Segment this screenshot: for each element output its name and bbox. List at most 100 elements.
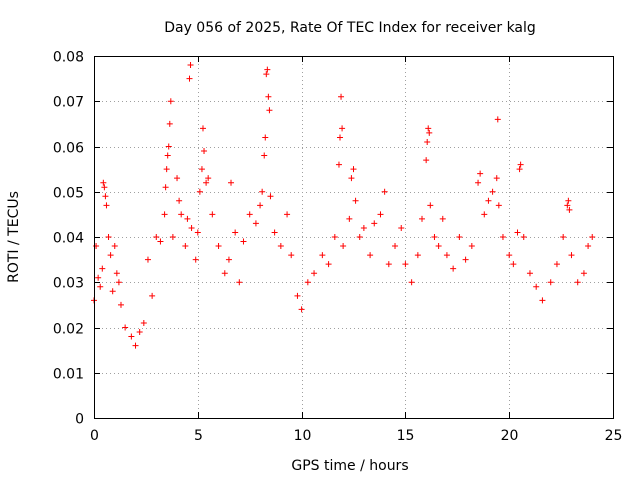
data-point [267, 193, 274, 200]
data-point [568, 252, 575, 259]
data-point [252, 220, 259, 227]
data-point [516, 166, 523, 173]
data-point [346, 215, 353, 222]
data-point [165, 143, 172, 150]
data-point [102, 193, 109, 200]
data-point [225, 256, 232, 263]
y-tick-label: 0.03 [53, 276, 84, 292]
y-tick-label: 0.02 [53, 322, 84, 338]
data-point [153, 234, 160, 240]
data-point [356, 234, 363, 240]
data-point [157, 238, 164, 245]
data-point [414, 252, 421, 259]
data-point [95, 274, 102, 281]
data-point [97, 283, 104, 290]
data-point [115, 279, 122, 286]
data-point [585, 243, 592, 250]
data-point [489, 188, 496, 195]
y-tick-label: 0.01 [53, 367, 84, 383]
data-point [439, 215, 446, 222]
data-point [517, 161, 524, 168]
data-point [277, 243, 284, 250]
data-point [228, 179, 235, 186]
data-point [93, 243, 100, 250]
data-point [100, 179, 107, 186]
data-point [176, 197, 183, 204]
data-point [338, 93, 345, 100]
data-point [402, 261, 409, 268]
data-point [304, 279, 311, 286]
data-point [271, 229, 278, 236]
data-point [427, 202, 434, 209]
x-tick-label: 0 [90, 428, 99, 444]
data-point [450, 265, 457, 272]
data-point [149, 292, 156, 299]
data-point [392, 243, 399, 250]
data-point [560, 234, 567, 240]
data-point [194, 229, 201, 236]
y-tick-label: 0.04 [53, 231, 84, 247]
y-tick-label: 0.08 [53, 50, 84, 66]
data-point [117, 301, 124, 308]
data-point [201, 148, 208, 155]
data-point [187, 62, 194, 69]
data-point [566, 206, 573, 213]
data-point [164, 152, 171, 159]
data-point [481, 211, 488, 218]
data-point [371, 220, 378, 227]
data-point [288, 252, 295, 259]
data-point [192, 256, 199, 263]
data-point [319, 252, 326, 259]
data-point [109, 288, 116, 295]
data-point [132, 342, 139, 349]
data-point [196, 188, 203, 195]
y-tick-label: 0.05 [53, 186, 84, 202]
data-point [398, 224, 405, 231]
data-point [325, 261, 332, 268]
data-point [426, 129, 433, 136]
y-tick-label: 0 [75, 412, 84, 428]
data-point [435, 243, 442, 250]
data-point [182, 243, 189, 250]
data-point [468, 243, 475, 250]
data-point [257, 202, 264, 209]
data-point [589, 234, 596, 240]
data-point [547, 279, 554, 286]
x-tick-label: 15 [397, 428, 415, 444]
data-point [367, 252, 374, 259]
data-point [339, 125, 346, 132]
data-points [91, 62, 596, 349]
data-point [198, 166, 205, 173]
data-point [494, 116, 501, 123]
data-point [462, 256, 469, 263]
data-point [510, 261, 517, 268]
data-point [419, 215, 426, 222]
data-point [166, 120, 173, 127]
data-point [264, 66, 271, 73]
data-point [162, 184, 169, 191]
data-point [128, 333, 135, 340]
data-point [514, 229, 521, 236]
data-point [475, 179, 482, 186]
data-point [360, 224, 367, 231]
data-point [331, 234, 338, 240]
data-point [485, 197, 492, 204]
data-point [493, 175, 500, 182]
data-point [352, 197, 359, 204]
data-point [335, 161, 342, 168]
data-point [188, 224, 195, 231]
data-point [215, 243, 222, 250]
data-point [136, 329, 143, 336]
data-point [103, 202, 110, 209]
axis-ticks [94, 56, 614, 419]
data-point [311, 270, 318, 277]
x-tick-label: 10 [294, 428, 312, 444]
data-point [385, 261, 392, 268]
y-tick-label: 0.06 [53, 141, 84, 157]
chart-title: Day 056 of 2025, Rate Of TEC Index for r… [164, 20, 536, 36]
data-point [178, 211, 185, 218]
data-point [163, 166, 170, 173]
data-point [209, 211, 216, 218]
data-point [232, 229, 239, 236]
data-point [265, 93, 272, 100]
